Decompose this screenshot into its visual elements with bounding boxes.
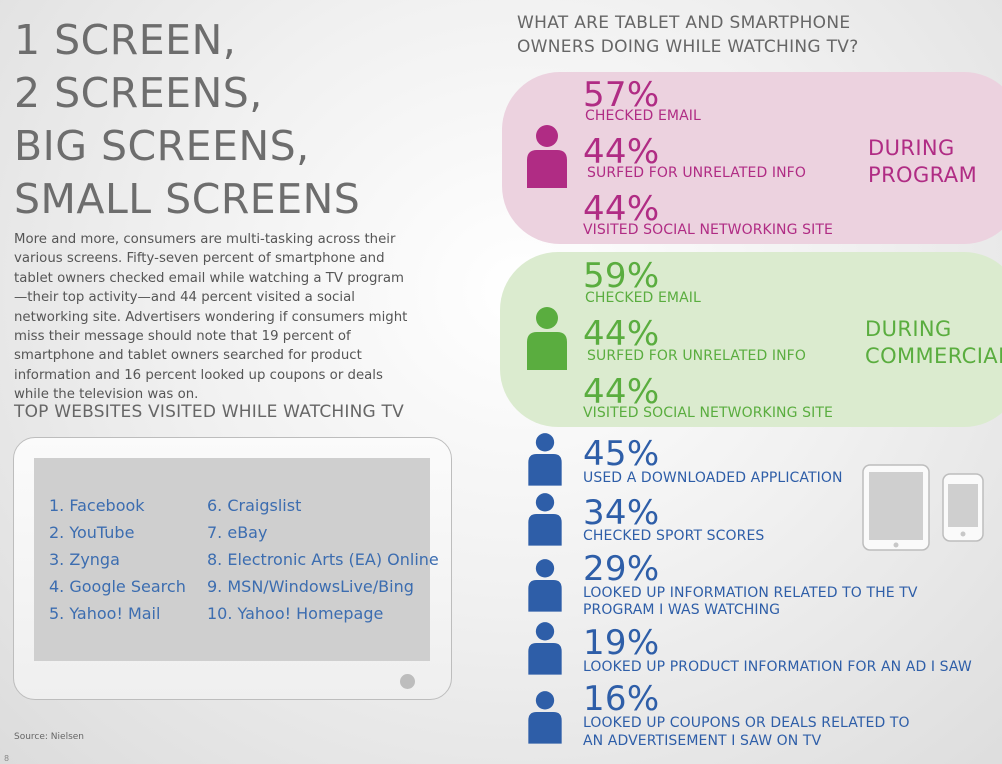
website-list-item: 1. Facebook: [49, 496, 145, 515]
person-icon: [528, 622, 562, 675]
stat-percent: 29%: [583, 549, 660, 589]
website-list-item: 4. Google Search: [49, 577, 186, 596]
website-list-item: 8. Electronic Arts (EA) Online: [207, 550, 439, 569]
stat-label: LOOKED UP COUPONS OR DEALS RELATED TO: [583, 715, 910, 731]
during-commercial-label: DURING COMMERCIAL: [865, 316, 1002, 370]
activities-heading: WHAT ARE TABLET AND SMARTPHONE OWNERS DO…: [517, 11, 917, 59]
stat-label: CHECKED SPORT SCORES: [583, 528, 765, 544]
title-line: SMALL SCREENS: [14, 175, 361, 223]
heading-line: OWNERS DOING WHILE WATCHING TV?: [517, 37, 859, 57]
website-list-item: 2. YouTube: [49, 523, 135, 542]
stat-percent: 44%: [583, 189, 660, 229]
source-note: Source: Nielsen: [14, 732, 85, 742]
stat-label: SURFED FOR UNRELATED INFO: [587, 165, 806, 181]
stat-percent: 19%: [583, 623, 660, 663]
page-number: 8: [4, 754, 10, 763]
person-icon: [527, 307, 567, 370]
stat-label: LOOKED UP PRODUCT INFORMATION FOR AN AD …: [583, 659, 972, 675]
person-icon: [528, 559, 562, 612]
person-icon: [528, 433, 562, 486]
stat-label: USED A DOWNLOADED APPLICATION: [583, 470, 843, 486]
stat-percent: 57%: [583, 75, 660, 115]
person-icon: [528, 691, 562, 744]
label-line: COMMERCIAL: [865, 344, 1002, 368]
tablet-icon: [862, 464, 930, 551]
stat-percent: 34%: [583, 493, 660, 533]
stat-label: LOOKED UP INFORMATION RELATED TO THE TV: [583, 585, 918, 601]
stat-label: AN ADVERTISEMENT I SAW ON TV: [583, 733, 822, 749]
website-list-item: 7. eBay: [207, 523, 268, 542]
website-list-item: 3. Zynga: [49, 550, 120, 569]
label-line: DURING: [868, 136, 955, 160]
website-list-item: 5. Yahoo! Mail: [49, 604, 161, 623]
tablet-home-button-icon: [400, 674, 415, 689]
stat-percent: 45%: [583, 434, 660, 474]
stat-percent: 44%: [583, 314, 660, 354]
stat-label: CHECKED EMAIL: [585, 108, 701, 124]
website-list-item: 6. Craigslist: [207, 496, 302, 515]
stat-percent: 44%: [583, 132, 660, 172]
tablet-screen: [34, 458, 430, 661]
during-program-label: DURING PROGRAM: [868, 135, 977, 189]
stat-percent: 16%: [583, 679, 660, 719]
title-line: 2 SCREENS,: [14, 69, 263, 117]
stat-percent: 44%: [583, 372, 660, 412]
label-line: DURING: [865, 317, 952, 341]
websites-heading: TOP WEBSITES VISITED WHILE WATCHING TV: [14, 402, 404, 422]
heading-line: WHAT ARE TABLET AND SMARTPHONE: [517, 13, 851, 33]
main-title: 1 SCREEN, 2 SCREENS, BIG SCREENS, SMALL …: [14, 14, 414, 226]
stat-label: VISITED SOCIAL NETWORKING SITE: [583, 405, 833, 421]
intro-paragraph: More and more, consumers are multi-taski…: [14, 232, 408, 403]
smartphone-icon: [942, 473, 984, 542]
title-line: 1 SCREEN,: [14, 16, 237, 64]
stat-label: SURFED FOR UNRELATED INFO: [587, 348, 806, 364]
website-list-item: 10. Yahoo! Homepage: [207, 604, 384, 623]
person-icon: [528, 493, 562, 546]
during-program-panel: [502, 72, 1002, 244]
during-commercial-panel: [500, 252, 1002, 427]
stat-label: CHECKED EMAIL: [585, 290, 701, 306]
website-list-item: 9. MSN/WindowsLive/Bing: [207, 577, 414, 596]
stat-percent: 59%: [583, 256, 660, 296]
stat-label: VISITED SOCIAL NETWORKING SITE: [583, 222, 833, 238]
stat-label: PROGRAM I WAS WATCHING: [583, 602, 781, 618]
title-line: BIG SCREENS,: [14, 122, 310, 170]
label-line: PROGRAM: [868, 163, 978, 187]
person-icon: [527, 125, 567, 188]
